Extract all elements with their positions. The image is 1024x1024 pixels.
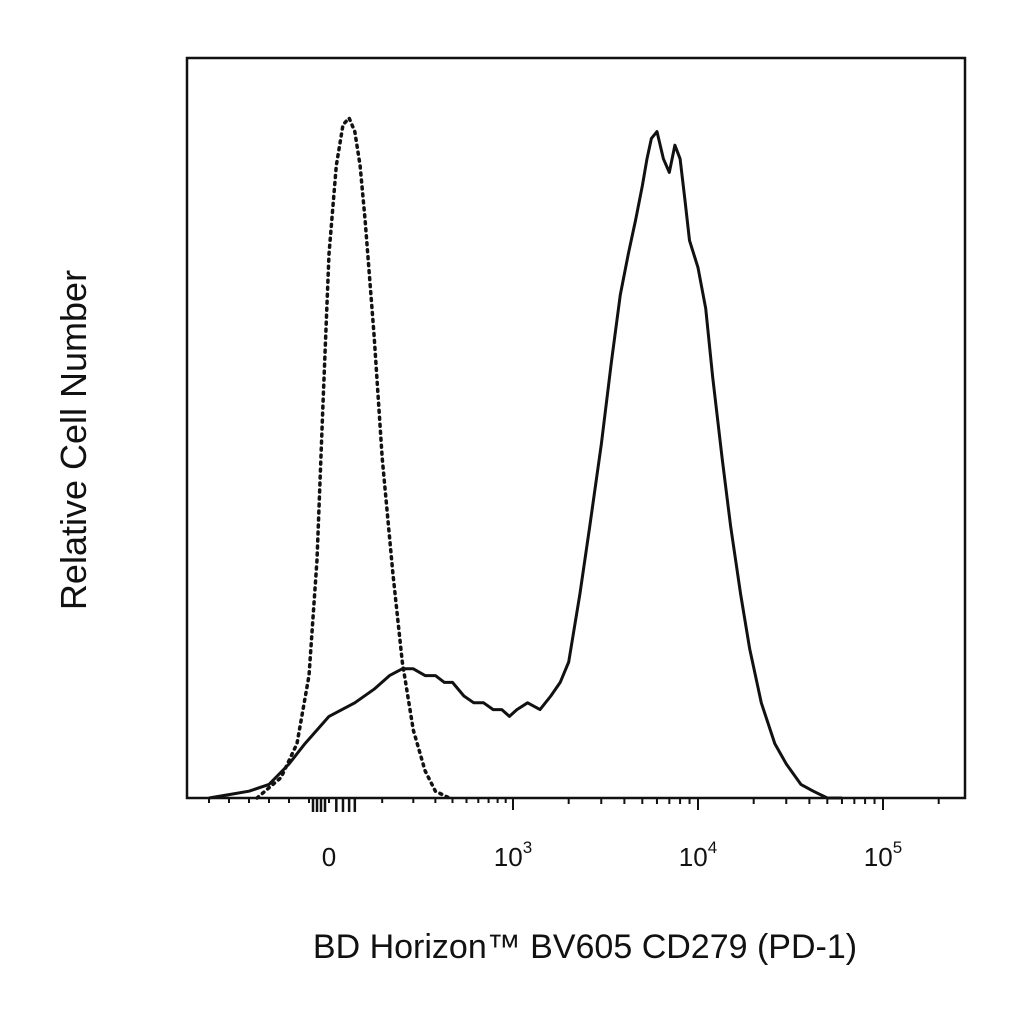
- plot-frame: [185, 56, 967, 800]
- x-tick-label: 0: [322, 842, 336, 872]
- x-tick-label: 104: [679, 838, 717, 872]
- series-layer: [208, 116, 842, 800]
- x-axis-tick-labels: 0 103 104 105: [322, 838, 902, 872]
- stained-series: [208, 130, 842, 800]
- y-axis-label: Relative Cell Number: [53, 270, 94, 610]
- isotype-control-series: [255, 116, 452, 800]
- x-axis-label: BD Horizon™ BV605 CD279 (PD-1): [313, 928, 857, 966]
- x-axis-ticks: [208, 798, 940, 812]
- x-tick-label: 103: [494, 838, 532, 872]
- x-tick-label: 105: [864, 838, 902, 872]
